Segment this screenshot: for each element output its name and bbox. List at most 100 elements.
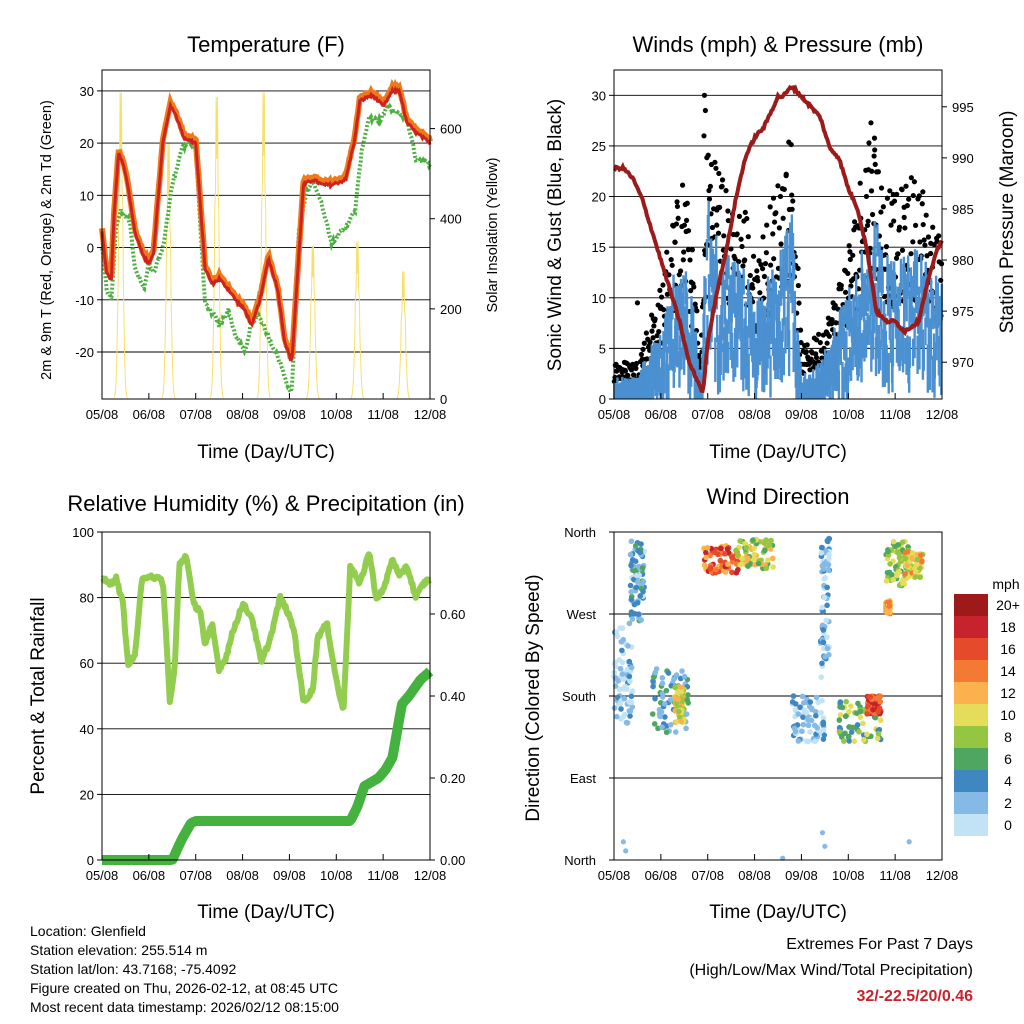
gust-point [813,354,820,361]
gust-point [775,183,781,189]
direction-point [906,839,912,845]
direction-point [799,693,806,700]
gust-point [869,211,876,218]
gust-point [719,177,726,183]
direction-point [790,693,797,699]
x-tick-label: 06/08 [645,868,678,883]
gust-point [912,222,919,228]
direction-point [663,687,670,694]
gust-point [713,165,719,171]
direction-point [895,569,902,576]
solar-pulse [256,92,271,398]
gust-point [680,257,686,263]
gust-point [838,282,844,289]
direction-point [819,660,825,667]
colorbar-label: 14 [1000,663,1016,679]
direction-point [678,718,684,725]
direction-point [733,547,739,554]
winds-panel: Winds (mph) & Pressure (mb) 0 5 10 15 20 25 30… [545,32,1018,463]
gust-point [660,282,666,288]
humidity-panel: Relative Humidity (%) & Precipitation (i… [28,491,465,923]
direction-point [836,717,843,723]
colorbar-swatch [954,792,988,814]
colorbar-swatch [954,594,988,616]
gust-point [911,179,918,185]
gust-point [767,262,774,268]
direction-point [770,564,776,570]
direction-point [627,551,634,558]
direction-point [751,551,757,558]
gust-point [754,268,760,274]
direction-point [767,546,774,552]
direction-point [807,699,814,705]
gust-point [736,258,742,265]
station-info: Location: Glenfield Station elevation: 2… [30,922,339,1017]
direction-point [884,569,891,576]
direction-point [635,611,642,618]
gust-point [688,288,694,294]
dewpoint-line [100,96,432,395]
direction-point [659,691,666,697]
direction-point [876,705,883,712]
x-tick-label: 05/08 [86,407,119,422]
direction-point [621,711,628,718]
direction-point [766,541,773,548]
gust-point [789,192,795,198]
colorbar-label: 20+ [996,597,1020,613]
x-tick-label: 09/08 [785,868,818,883]
direction-point [683,725,689,732]
direction-point [628,699,635,706]
x-tick-label: 11/08 [879,868,911,883]
direction-point [824,602,830,609]
direction-point [795,711,801,717]
gust-point [750,285,756,291]
direction-point [679,668,685,674]
gust-point [796,300,802,306]
colorbar-swatch [954,748,988,770]
y-tick-label: 5 [599,341,606,356]
x-tick-label: 08/08 [226,868,259,883]
direction-point [713,566,719,573]
gust-point [921,237,927,243]
direction-point [857,708,864,715]
colorbar-label: 2 [1004,795,1012,811]
direction-point [814,724,820,731]
direction-point [659,680,666,687]
direction-point [800,721,807,728]
gust-point [738,236,744,242]
gust-point [717,204,723,210]
gust-point [633,360,640,367]
direction-point [618,706,624,712]
direction-point [884,609,891,616]
gust-point [771,219,778,225]
gust-point [894,191,900,197]
extremes-subtitle: (High/Low/Max Wind/Total Precipitation) [689,962,973,979]
direction-point [634,600,641,606]
gust-point [771,256,777,262]
gust-point [773,210,779,216]
gust-point [777,193,784,200]
y-tick-label: 40 [80,722,94,737]
y-tick-label: South [562,689,596,704]
gust-point [895,251,901,257]
direction-panel: Wind Direction NorthEastSouthWestNorth05… [523,484,1020,923]
direction-point [917,574,923,581]
direction-point [789,699,796,705]
gust-point [658,294,665,300]
gust-point [868,120,874,126]
direction-point [677,684,683,690]
direction-point [620,676,626,683]
gust-point [683,217,690,223]
gust-point [654,332,660,339]
gust-point [884,195,891,201]
gust-point [747,272,753,279]
y-tick-label: -10 [75,293,94,308]
direction-point [638,541,644,547]
direction-point [826,556,832,562]
direction-point [674,688,681,695]
gust-point [664,249,670,255]
direction-point [780,855,786,861]
gust-point [850,252,856,258]
x-tick-label: 08/08 [738,407,771,422]
gust-point [702,107,708,114]
